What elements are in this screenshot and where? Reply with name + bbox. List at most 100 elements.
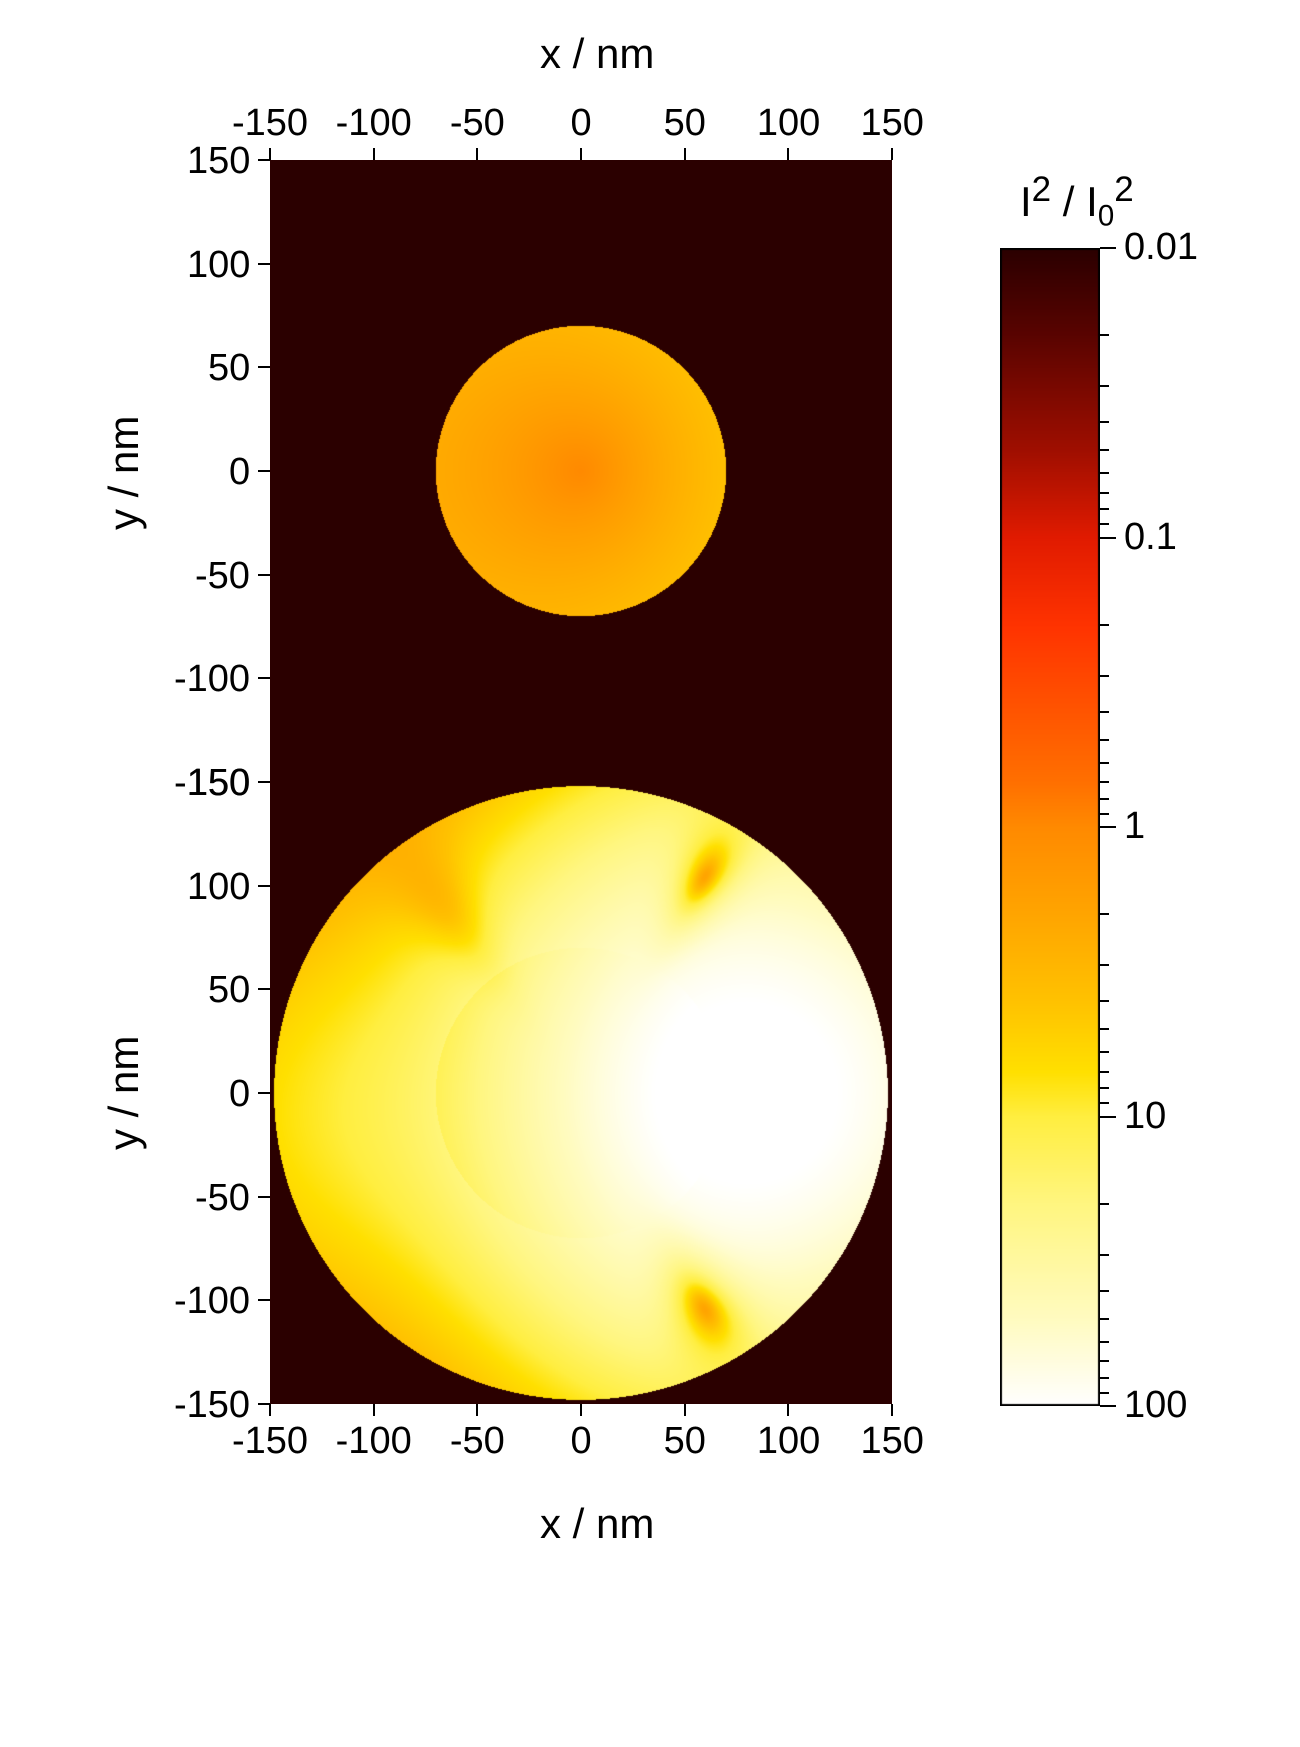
colorbar-minor-tick (1100, 449, 1109, 451)
tick (258, 574, 270, 576)
tick-label: 50 (208, 347, 250, 390)
colorbar-tick (1100, 247, 1116, 249)
colorbar-minor-tick (1100, 1203, 1109, 1205)
colorbar-minor-tick (1100, 675, 1109, 677)
colorbar-minor-tick (1100, 711, 1109, 713)
colorbar-minor-tick (1100, 1360, 1109, 1362)
tick (580, 148, 582, 160)
figure: x / nm x / nm y / nm y / nm -150 -100 -50 0… (0, 0, 1300, 1747)
tick-label: -100 (336, 1420, 412, 1463)
colorbar-tick-label: 100 (1124, 1384, 1187, 1427)
tick-label: -50 (450, 102, 505, 145)
tick (258, 366, 270, 368)
y-axis-label-top: y / nm (100, 416, 148, 530)
tick (684, 148, 686, 160)
colorbar-tick (1100, 826, 1116, 828)
tick-label: 100 (757, 102, 820, 145)
tick-label: 50 (664, 102, 706, 145)
tick (891, 1404, 893, 1416)
colorbar-tick (1100, 1405, 1116, 1407)
colorbar-minor-tick (1100, 798, 1109, 800)
tick-label: -150 (232, 102, 308, 145)
tick (258, 781, 270, 783)
colorbar-minor-tick (1100, 1377, 1109, 1379)
tick-label: -50 (450, 1420, 505, 1463)
colorbar-minor-tick (1100, 421, 1109, 423)
colorbar-minor-tick (1100, 492, 1109, 494)
tick-label: 150 (861, 102, 924, 145)
colorbar-minor-tick (1100, 385, 1109, 387)
tick-label: -50 (195, 555, 250, 598)
tick-label: 50 (664, 1420, 706, 1463)
tick-label: 100 (187, 866, 250, 909)
colorbar-minor-tick (1100, 1087, 1109, 1089)
tick (684, 1404, 686, 1416)
colorbar-minor-tick (1100, 1000, 1109, 1002)
tick (891, 148, 893, 160)
y-axis-label-bottom: y / nm (100, 1036, 148, 1150)
colorbar-tick (1100, 537, 1116, 539)
colorbar (1000, 248, 1100, 1406)
x-axis-label-bottom: x / nm (540, 1500, 654, 1548)
tick (580, 1404, 582, 1416)
tick (787, 1404, 789, 1416)
tick-label: 150 (187, 762, 250, 805)
bottom-heatmap (270, 782, 892, 1404)
colorbar-minor-tick (1100, 1071, 1109, 1073)
tick (373, 148, 375, 160)
tick-label: -50 (195, 1177, 250, 1220)
tick (476, 1404, 478, 1416)
colorbar-minor-tick (1100, 508, 1109, 510)
tick-label: -100 (174, 658, 250, 701)
tick-label: 0 (571, 102, 592, 145)
colorbar-minor-tick (1100, 762, 1109, 764)
colorbar-tick (1100, 1116, 1116, 1118)
tick (258, 159, 270, 161)
colorbar-minor-tick (1100, 913, 1109, 915)
tick-label: 0 (571, 1420, 592, 1463)
tick (258, 263, 270, 265)
tick (258, 1092, 270, 1094)
colorbar-minor-tick (1100, 964, 1109, 966)
colorbar-tick-label: 0.01 (1124, 226, 1198, 269)
tick-label: 0 (229, 451, 250, 494)
tick (476, 148, 478, 160)
colorbar-minor-tick (1100, 1028, 1109, 1030)
tick (258, 1403, 270, 1405)
tick (258, 1299, 270, 1301)
colorbar-minor-tick (1100, 624, 1109, 626)
colorbar-minor-tick (1100, 1102, 1109, 1104)
tick (258, 677, 270, 679)
colorbar-tick-label: 10 (1124, 1095, 1166, 1138)
tick-label: 100 (187, 244, 250, 287)
tick (373, 1404, 375, 1416)
colorbar-minor-tick (1100, 1254, 1109, 1256)
tick (258, 1196, 270, 1198)
colorbar-minor-tick (1100, 334, 1109, 336)
tick (258, 470, 270, 472)
colorbar-tick-label: 1 (1124, 805, 1145, 848)
tick (258, 988, 270, 990)
colorbar-minor-tick (1100, 739, 1109, 741)
tick-label: -100 (336, 102, 412, 145)
colorbar-tick-label: 0.1 (1124, 516, 1177, 559)
colorbar-minor-tick (1100, 813, 1109, 815)
colorbar-title: I2 / I02 (1020, 170, 1134, 233)
tick (258, 885, 270, 887)
colorbar-minor-tick (1100, 1290, 1109, 1292)
x-axis-label-top: x / nm (540, 30, 654, 78)
tick-label: 150 (187, 140, 250, 183)
tick (269, 1404, 271, 1416)
colorbar-minor-tick (1100, 472, 1109, 474)
colorbar-minor-tick (1100, 1341, 1109, 1343)
tick-label: 100 (757, 1420, 820, 1463)
tick-label: 150 (861, 1420, 924, 1463)
colorbar-minor-tick (1100, 1318, 1109, 1320)
tick-label: 50 (208, 969, 250, 1012)
colorbar-minor-tick (1100, 1392, 1109, 1394)
tick-label: 0 (229, 1073, 250, 1116)
top-heatmap (270, 160, 892, 782)
colorbar-minor-tick (1100, 1051, 1109, 1053)
tick-label: -150 (174, 1384, 250, 1427)
tick (787, 148, 789, 160)
